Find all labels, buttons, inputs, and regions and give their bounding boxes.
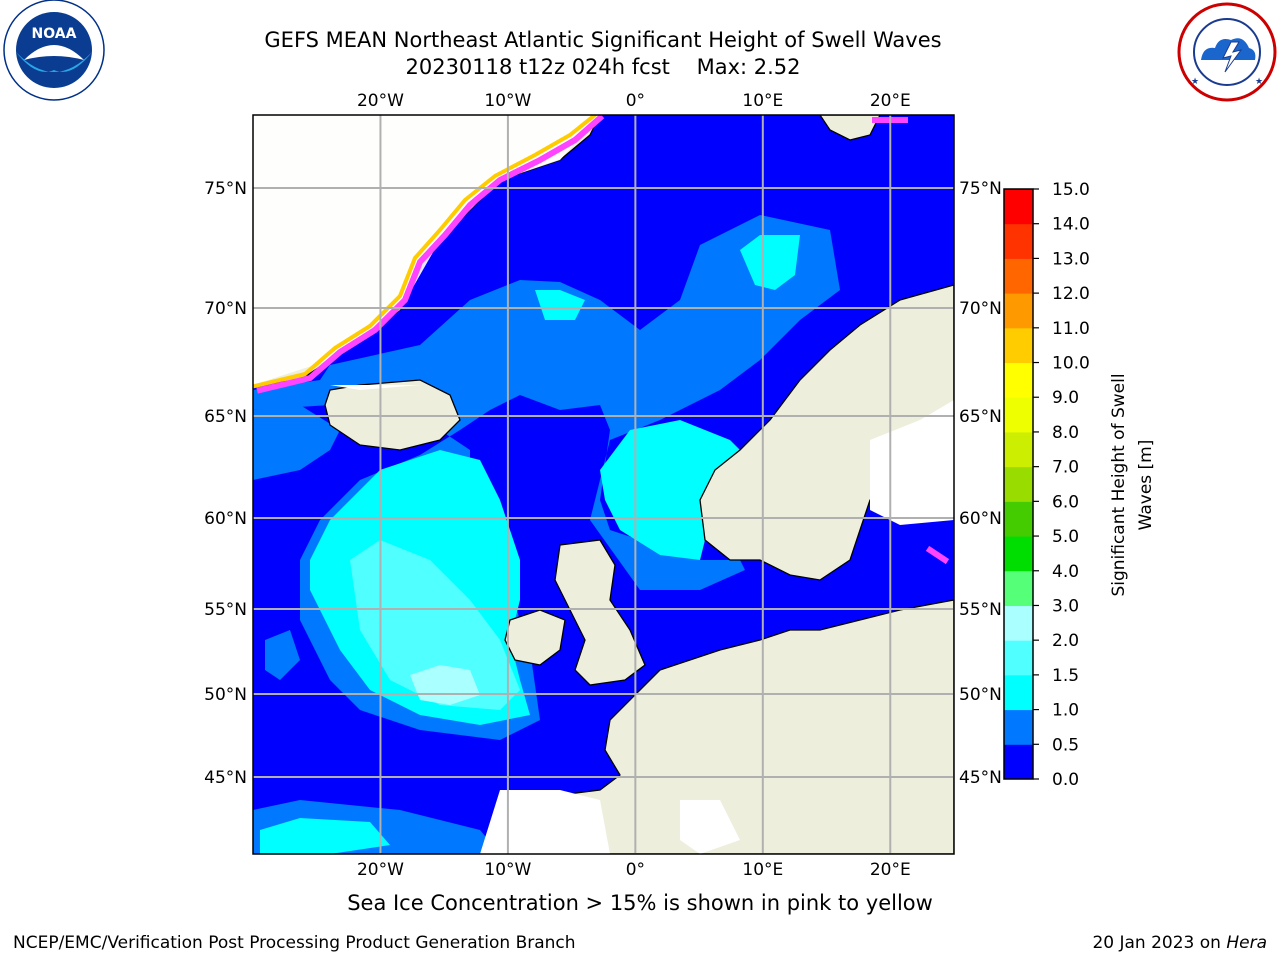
colorbar-tick-label: 4.0	[1052, 562, 1079, 582]
lon-tick-label: 10°E	[742, 860, 783, 880]
svg-text:★: ★	[1191, 77, 1199, 87]
lat-tick-label: 50°N	[959, 685, 1002, 705]
colorbar-tick-label: 0.5	[1052, 735, 1079, 755]
lon-tick-label: 10°E	[742, 91, 783, 111]
lat-tick-label: 45°N	[959, 768, 1002, 788]
colorbar-segment	[1004, 640, 1033, 676]
colorbar-segment	[1004, 189, 1033, 225]
colorbar-segment	[1004, 397, 1033, 433]
lat-labels-left: 75°N 70°N 65°N 60°N 55°N 50°N 45°N	[204, 179, 247, 788]
lat-tick-label: 55°N	[959, 600, 1002, 620]
lat-tick-label: 65°N	[204, 407, 247, 427]
colorbar-tick-label: 8.0	[1052, 423, 1079, 443]
colorbar-segment	[1004, 362, 1033, 398]
colorbar-label: Significant Height of Swell Waves [m]	[1109, 373, 1156, 596]
lat-tick-label: 75°N	[204, 179, 247, 199]
colorbar-tick-label: 7.0	[1052, 458, 1079, 478]
colorbar-tick-label: 5.0	[1052, 527, 1079, 547]
sea-ice-note: Sea Ice Concentration > 15% is shown in …	[347, 891, 933, 915]
colorbar-segment	[1004, 674, 1033, 711]
colorbar-tick-label: 14.0	[1052, 215, 1090, 235]
lon-tick-label: 0°	[626, 860, 645, 880]
colorbar-segment	[1004, 327, 1033, 364]
sea-ice-edge	[253, 115, 950, 565]
svalbard-land	[819, 115, 881, 141]
lon-tick-label: 20°W	[357, 91, 404, 111]
lon-labels-bottom: 20°W 10°W 0° 10°E 20°E	[357, 860, 911, 880]
map-subtitle-forecast: 20230118 t12z 024h fcst Max: 2.52	[405, 55, 801, 79]
noaa-logo-text: NOAA	[32, 26, 77, 42]
colorbar-tick-label: 1.0	[1052, 701, 1079, 721]
footer-date: 20 Jan 2023 on Hera	[1092, 933, 1267, 953]
colorbar-segment	[1004, 536, 1033, 572]
map-area	[253, 115, 954, 854]
footer-machine: Hera	[1226, 933, 1267, 953]
lon-tick-label: 20°E	[870, 860, 911, 880]
colorbar-label-line1: Significant Height of Swell	[1109, 373, 1129, 596]
lon-tick-label: 0°	[626, 91, 645, 111]
colorbar-segment	[1004, 258, 1033, 294]
colorbar-segment	[1004, 709, 1033, 745]
svg-text:★: ★	[1255, 77, 1263, 87]
footer-credit: NCEP/EMC/Verification Post Processing Pr…	[13, 933, 576, 953]
lat-tick-label: 75°N	[959, 179, 1002, 199]
colorbar-segment	[1004, 466, 1033, 502]
colorbar-tick-label: 0.0	[1052, 770, 1079, 790]
lon-tick-label: 10°W	[484, 860, 531, 880]
colorbar-tick-label: 12.0	[1052, 284, 1090, 304]
ireland-land	[504, 609, 566, 666]
lon-tick-label: 10°W	[484, 91, 531, 111]
colorbar-tick-label: 15.0	[1052, 180, 1090, 200]
lat-tick-label: 70°N	[204, 299, 247, 319]
lat-labels-right: 75°N 70°N 65°N 60°N 55°N 50°N 45°N	[959, 179, 1002, 788]
colorbar-segment	[1004, 223, 1033, 259]
lat-tick-label: 55°N	[204, 600, 247, 620]
footer-date-text: 20 Jan 2023 on	[1092, 933, 1221, 953]
noaa-logo: NOAA	[3, 0, 105, 101]
map-border	[252, 114, 955, 855]
colorbar-border	[1003, 188, 1034, 780]
colorbar-tick-label: 10.0	[1052, 354, 1090, 374]
lat-tick-label: 50°N	[204, 685, 247, 705]
nws-logo: ★ ★	[1177, 2, 1277, 102]
colorbar-tick-label: 11.0	[1052, 319, 1090, 339]
lon-tick-label: 20°E	[870, 91, 911, 111]
colorbar: 0.0 0.5 1.0 1.5 2.0 3.0 4.0 5.0 6.0 7.0 8.0 9.0 10.0…	[1003, 180, 1090, 790]
colorbar-segment	[1004, 605, 1033, 641]
lat-tick-label: 65°N	[959, 407, 1002, 427]
colorbar-segment	[1004, 431, 1033, 468]
lat-tick-label: 70°N	[959, 299, 1002, 319]
graticule	[253, 115, 954, 854]
colorbar-tick-label: 13.0	[1052, 249, 1090, 269]
colorbar-tick-label: 3.0	[1052, 596, 1079, 616]
lat-tick-label: 45°N	[204, 768, 247, 788]
lon-labels-top: 20°W 10°W 0° 10°E 20°E	[357, 91, 911, 111]
map-title: GEFS MEAN Northeast Atlantic Significant…	[264, 28, 942, 52]
colorbar-segment	[1004, 570, 1033, 606]
colorbar-tick-label: 2.0	[1052, 631, 1079, 651]
colorbar-segment	[1004, 744, 1033, 780]
colorbar-tick-label: 1.5	[1052, 666, 1079, 686]
colorbar-label-line2: Waves [m]	[1136, 440, 1156, 531]
lon-tick-label: 20°W	[357, 860, 404, 880]
colorbar-tick-label: 9.0	[1052, 388, 1079, 408]
colorbar-tick-label: 6.0	[1052, 492, 1079, 512]
colorbar-segment	[1004, 293, 1033, 329]
lat-tick-label: 60°N	[959, 509, 1002, 529]
swell-field-2-0m	[350, 540, 520, 710]
colorbar-segment	[1004, 501, 1033, 537]
lat-tick-label: 60°N	[204, 509, 247, 529]
